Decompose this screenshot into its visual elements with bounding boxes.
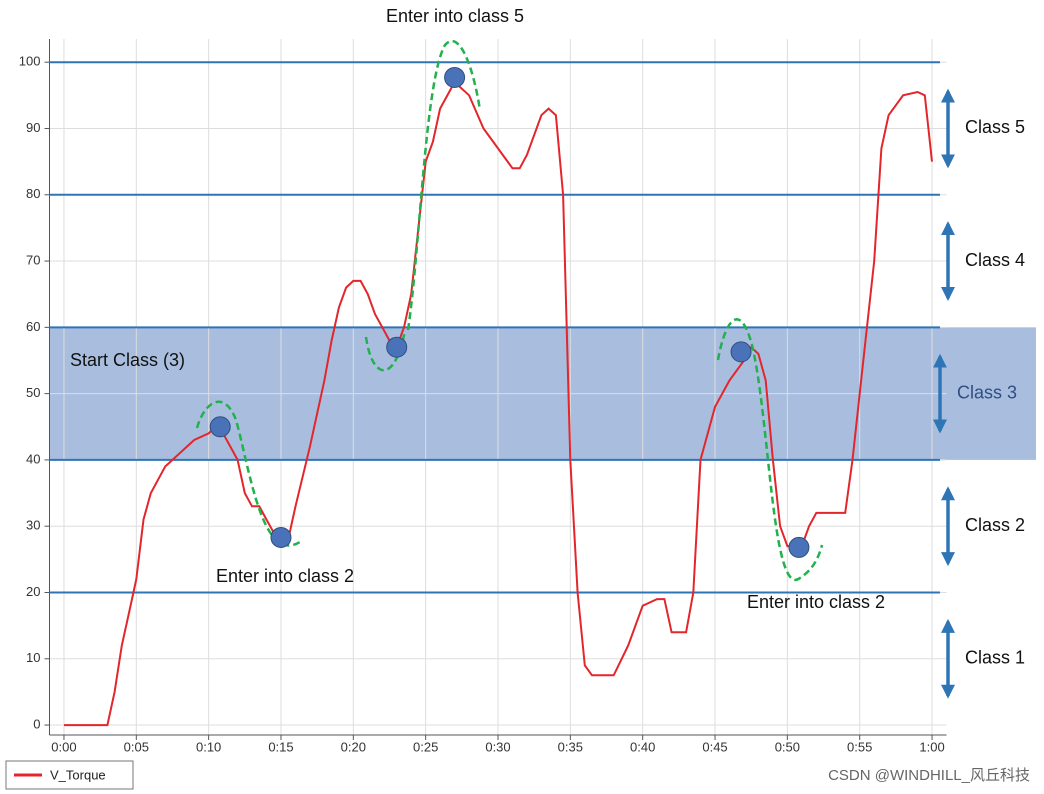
y-tick-label: 60 bbox=[26, 319, 40, 334]
class-label: Class 3 bbox=[957, 382, 1017, 402]
legend-label: V_Torque bbox=[50, 767, 106, 782]
x-tick-label: 0:10 bbox=[196, 739, 221, 754]
y-tick-label: 40 bbox=[26, 451, 40, 466]
x-tick-label: 0:55 bbox=[847, 739, 872, 754]
x-tick-label: 0:35 bbox=[558, 739, 583, 754]
legend: V_Torque bbox=[5, 760, 134, 790]
annotation: Enter into class 5 bbox=[386, 6, 524, 26]
y-tick-label: 80 bbox=[26, 186, 40, 201]
event-marker bbox=[730, 341, 752, 363]
x-tick-label: 1:00 bbox=[919, 739, 944, 754]
y-tick-label: 70 bbox=[26, 252, 40, 267]
event-marker bbox=[788, 536, 810, 558]
x-tick-label: 0:45 bbox=[702, 739, 727, 754]
annotation: Enter into class 2 bbox=[747, 592, 885, 612]
y-tick-label: 100 bbox=[19, 54, 41, 69]
x-tick-label: 0:40 bbox=[630, 739, 655, 754]
x-tick-label: 0:15 bbox=[268, 739, 293, 754]
class-label: Class 2 bbox=[965, 515, 1025, 535]
event-marker bbox=[386, 336, 408, 358]
class-label: Class 4 bbox=[965, 250, 1025, 270]
x-tick-label: 0:05 bbox=[124, 739, 149, 754]
x-tick-label: 0:50 bbox=[775, 739, 800, 754]
band-label: Start Class (3) bbox=[70, 350, 185, 370]
annotation: Enter into class 2 bbox=[216, 566, 354, 586]
x-tick-label: 0:25 bbox=[413, 739, 438, 754]
class-label: Class 5 bbox=[965, 117, 1025, 137]
y-tick-label: 10 bbox=[26, 650, 40, 665]
y-tick-label: 20 bbox=[26, 584, 40, 599]
watermark: CSDN @WINDHILL_风丘科技 bbox=[828, 767, 1030, 784]
y-tick-label: 0 bbox=[33, 716, 40, 731]
trend-hints bbox=[195, 39, 824, 582]
event-marker bbox=[444, 66, 466, 88]
event-marker bbox=[209, 416, 231, 438]
trend-dash bbox=[406, 39, 482, 331]
trend-dash bbox=[716, 318, 824, 582]
x-tick-label: 0:20 bbox=[341, 739, 366, 754]
class-label: Class 1 bbox=[965, 648, 1025, 668]
y-tick-label: 30 bbox=[26, 518, 40, 533]
y-tick-label: 50 bbox=[26, 385, 40, 400]
x-tick-label: 0:00 bbox=[51, 739, 76, 754]
y-tick-label: 90 bbox=[26, 120, 40, 135]
event-marker bbox=[270, 526, 292, 548]
x-tick-label: 0:30 bbox=[485, 739, 510, 754]
